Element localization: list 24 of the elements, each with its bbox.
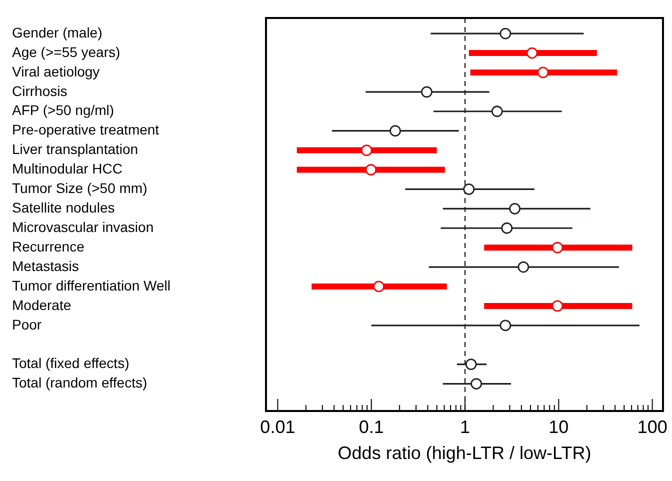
x-tick-label: 10 <box>548 416 569 437</box>
y-tick-label: Total (random effects) <box>12 374 148 391</box>
y-tick-label: Viral aetiology <box>12 63 100 80</box>
y-tick-label: Metastasis <box>12 258 79 274</box>
x-tick-label: 1 <box>460 416 470 437</box>
y-tick-label: Moderate <box>12 296 72 313</box>
y-tick-label: Multinodular HCC <box>12 160 122 177</box>
y-tick-label: Liver transplantation <box>12 141 138 158</box>
y-tick-label: Tumor differentiation Well <box>12 277 170 294</box>
x-axis-title: Odds ratio (high-LTR / low-LTR) <box>338 442 592 463</box>
y-tick-label: Microvascular invasion <box>12 218 154 235</box>
y-tick-label: Gender (male) <box>12 24 102 40</box>
y-tick-label: Pre-operative treatment <box>12 122 160 138</box>
y-tick-label: Total (fixed effects) <box>12 355 130 372</box>
y-tick-label: AFP (>50 ng/ml) <box>12 102 114 118</box>
y-tick-label: Tumor Size (>50 mm) <box>12 180 148 196</box>
x-tick-label: 0.1 <box>358 416 384 437</box>
y-tick-label: Cirrhosis <box>12 82 68 99</box>
x-tick-label: 100 <box>637 416 668 437</box>
y-tick-label: Poor <box>12 316 42 332</box>
y-tick-label: Age (>=55 years) <box>12 44 120 60</box>
x-tick-label: 0.01 <box>260 416 296 437</box>
y-tick-label: Satellite nodules <box>12 200 115 216</box>
y-tick-label: Recurrence <box>12 238 85 254</box>
